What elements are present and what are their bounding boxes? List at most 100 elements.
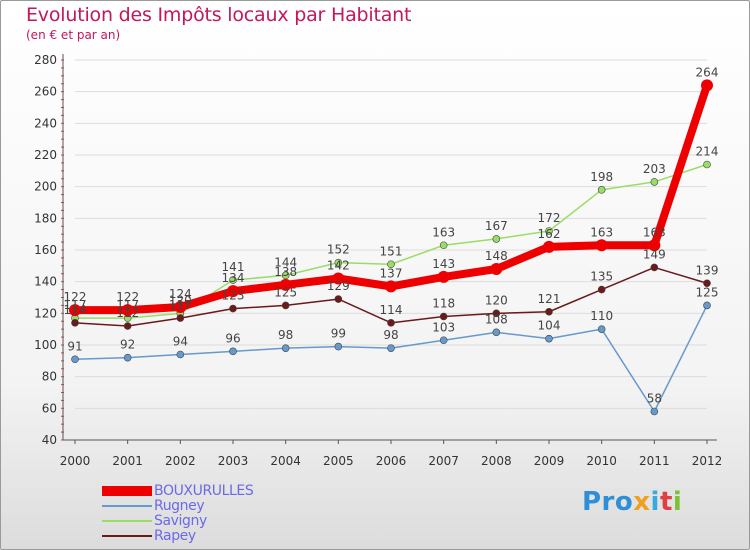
data-point-savigny: [545, 227, 553, 235]
data-point-bouxurulles: [385, 280, 397, 293]
y-tick-label-40: 40: [42, 433, 57, 447]
data-point-rapey: [281, 301, 290, 310]
data-point-bouxurulles: [69, 304, 81, 317]
data-point-savigny: [492, 235, 501, 243]
data-point-savigny: [703, 160, 711, 169]
x-tick-label-2003: 2003: [218, 454, 249, 468]
logo-part-4: t: [659, 487, 673, 517]
data-label-rugney: 108: [485, 312, 508, 326]
x-tick-label-2001: 2001: [112, 454, 143, 468]
x-tick-label-2002: 2002: [165, 454, 196, 468]
data-label-bouxurulles: 162: [538, 227, 561, 241]
data-point-rugney: [387, 344, 395, 352]
data-label-rugney: 92: [120, 338, 135, 352]
data-label-savigny: 144: [274, 255, 297, 269]
data-label-rugney: 125: [696, 285, 719, 299]
legend-swatch-rapey: [102, 535, 152, 537]
data-label-bouxurulles: 138: [274, 265, 297, 279]
data-label-rapey: 139: [696, 263, 719, 277]
legend-label-savigny: Savigny: [154, 513, 207, 529]
data-label-savigny: 117: [64, 298, 87, 312]
data-label-rapey: 149: [643, 247, 666, 261]
data-label-rugney: 98: [278, 328, 293, 342]
data-label-rapey: 117: [169, 298, 192, 312]
data-point-rugney: [492, 328, 501, 337]
data-label-savigny: 151: [380, 244, 403, 258]
data-label-bouxurulles: 137: [380, 266, 403, 280]
data-label-savigny: 141: [222, 260, 245, 274]
data-label-rugney: 91: [67, 339, 82, 353]
data-point-bouxurulles: [543, 240, 555, 253]
data-point-bouxurulles: [121, 304, 134, 317]
data-label-rugney: 94: [173, 335, 188, 349]
data-label-rugney: 99: [331, 327, 346, 341]
data-label-savigny: 214: [696, 145, 719, 159]
data-point-rapey: [123, 322, 132, 330]
legend-label-rapey: Rapey: [154, 528, 196, 544]
data-point-rugney: [650, 407, 659, 416]
x-tick-label-2004: 2004: [270, 454, 301, 468]
data-point-bouxurulles: [174, 301, 187, 313]
data-label-bouxurulles: 148: [485, 249, 508, 263]
data-point-rapey: [334, 295, 343, 303]
chart-subtitle: (en € et par an): [26, 28, 121, 42]
data-label-savigny: 117: [116, 298, 139, 312]
data-label-rapey: 114: [64, 303, 87, 317]
data-point-rapey: [176, 314, 185, 322]
labels-rugney: 91 92 94 96 98 99 98 103 108 104 110 58 125: [67, 285, 718, 405]
data-point-rugney: [703, 301, 711, 310]
data-label-rapey: 129: [327, 279, 350, 293]
data-label-bouxurulles: 124: [169, 287, 192, 301]
x-tick-label-2008: 2008: [481, 454, 512, 468]
x-tick-label-2012: 2012: [692, 454, 723, 468]
x-tick-label-2006: 2006: [376, 454, 407, 468]
data-label-rapey: 112: [116, 306, 139, 320]
legend-label-bouxurulles: BOUXURULLES: [154, 483, 254, 499]
x-tick-label-2010: 2010: [586, 454, 617, 468]
data-point-rapey: [597, 285, 606, 294]
data-point-rapey: [703, 279, 711, 288]
data-point-savigny: [334, 258, 343, 267]
data-point-savigny: [439, 241, 448, 250]
logo-part-1: Pro: [582, 487, 634, 517]
data-label-bouxurulles: 264: [696, 65, 719, 79]
y-tick-label-120: 120: [34, 306, 57, 320]
logo-part-2: x: [633, 487, 651, 517]
data-point-rugney: [71, 355, 79, 364]
data-label-rugney: 96: [225, 331, 240, 345]
data-label-rapey: 123: [222, 289, 245, 303]
data-point-rugney: [229, 347, 237, 356]
data-label-savigny: 198: [590, 170, 613, 184]
data-point-bouxurulles: [490, 263, 503, 275]
data-point-bouxurulles: [701, 79, 713, 92]
data-point-rapey: [650, 263, 659, 272]
labels-bouxurulles: 122 122 124 134 138 142 137 143 148 162 163 163 264: [64, 65, 719, 304]
proxiti-logo: Proxiti: [582, 487, 682, 517]
data-label-rugney: 104: [538, 319, 561, 333]
data-label-savigny: 163: [432, 225, 455, 239]
y-tick-label-280: 280: [34, 53, 57, 67]
data-point-rapey: [229, 304, 237, 313]
data-point-rugney: [176, 350, 185, 359]
x-tick-label-2005: 2005: [323, 454, 354, 468]
y-tick-label-160: 160: [34, 243, 57, 257]
logo-part-3: i: [650, 487, 660, 517]
data-label-savigny: 152: [327, 243, 350, 257]
data-point-bouxurulles: [437, 270, 450, 283]
data-point-rapey: [71, 319, 79, 327]
data-point-rapey: [492, 309, 501, 318]
data-label-bouxurulles: 163: [590, 225, 613, 239]
data-point-bouxurulles: [279, 278, 292, 291]
data-point-rugney: [334, 342, 343, 351]
data-label-savigny: 172: [538, 211, 561, 225]
data-label-rapey: 118: [432, 297, 455, 311]
logo-part-5: i: [672, 487, 683, 517]
y-tick-label-100: 100: [34, 338, 57, 352]
data-point-rapey: [545, 307, 553, 316]
data-label-bouxurulles: 122: [64, 290, 87, 304]
data-label-rapey: 114: [380, 303, 403, 317]
series-savigny: [71, 160, 711, 322]
data-point-savigny: [597, 186, 606, 194]
y-tick-label-200: 200: [34, 180, 57, 194]
x-tick-label-2007: 2007: [428, 454, 459, 468]
